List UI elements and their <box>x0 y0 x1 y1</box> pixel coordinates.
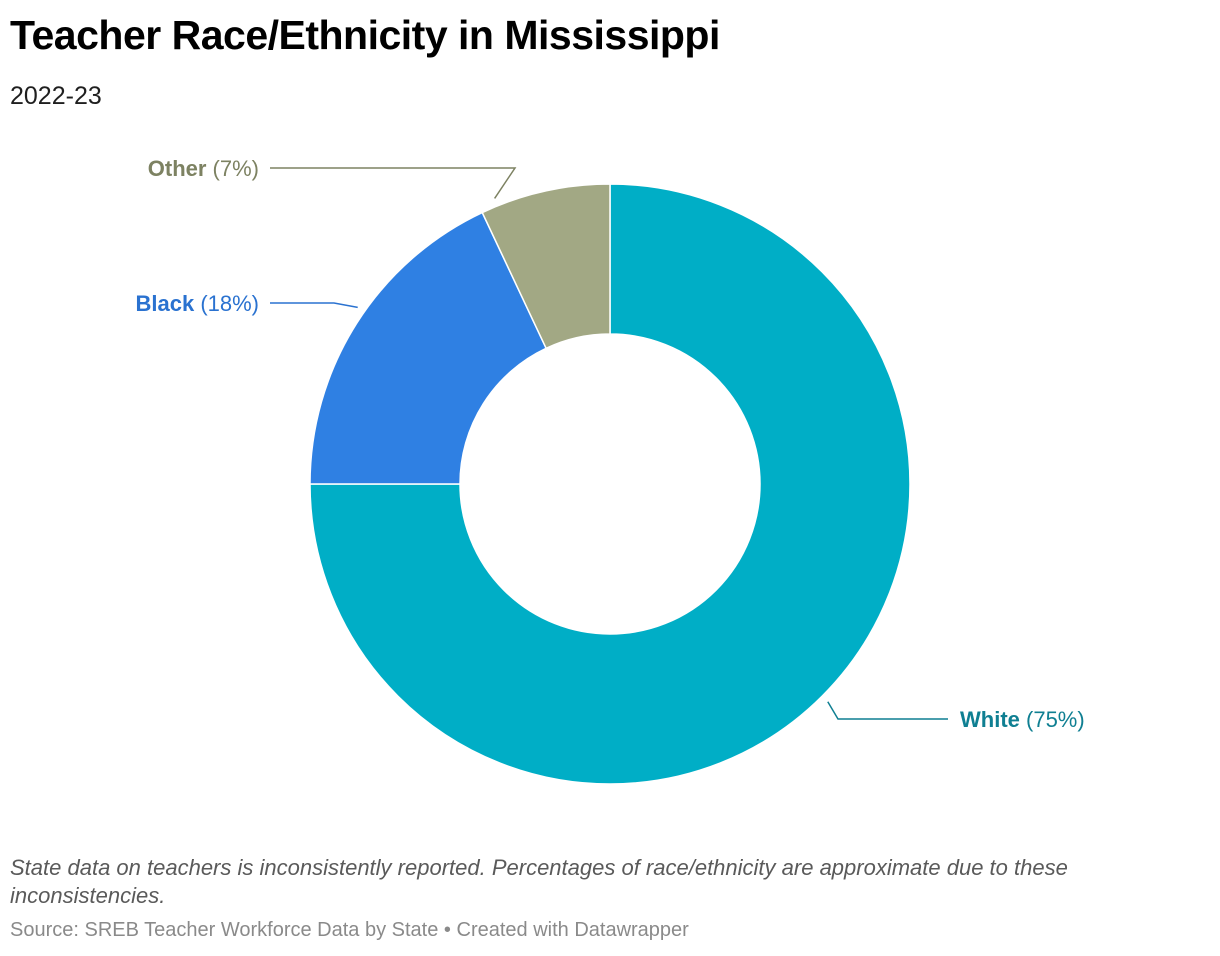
slice-label-name: White <box>960 707 1020 732</box>
slice-label-name: Black <box>135 291 194 316</box>
slice-white <box>309 183 911 785</box>
chart-subtitle: 2022-23 <box>10 82 102 110</box>
separator-dot: • <box>443 919 451 941</box>
leader-line-other <box>270 167 517 199</box>
slice-label-other: Other (7%) <box>148 156 259 181</box>
slice-other <box>481 183 611 350</box>
slice-label-white: White (75%) <box>960 707 1085 732</box>
slice-label-value: (18%) <box>194 291 259 316</box>
leader-line-white <box>827 701 948 720</box>
credit-text: Created with Datawrapper <box>456 919 689 941</box>
slice-label-black: Black (18%) <box>135 291 259 316</box>
leader-line-black <box>270 302 358 309</box>
chart-notes: State data on teachers is inconsistently… <box>10 855 1068 908</box>
slice-label-name: Other <box>148 156 207 181</box>
source-text: Source: SREB Teacher Workforce Data by S… <box>10 919 439 941</box>
slice-label-value: (7%) <box>206 156 259 181</box>
slice-black <box>309 211 548 485</box>
slice-label-value: (75%) <box>1020 707 1085 732</box>
chart-source-line: Source: SREB Teacher Workforce Data by S… <box>10 919 689 942</box>
chart-title: Teacher Race/Ethnicity in Mississippi <box>10 12 720 58</box>
